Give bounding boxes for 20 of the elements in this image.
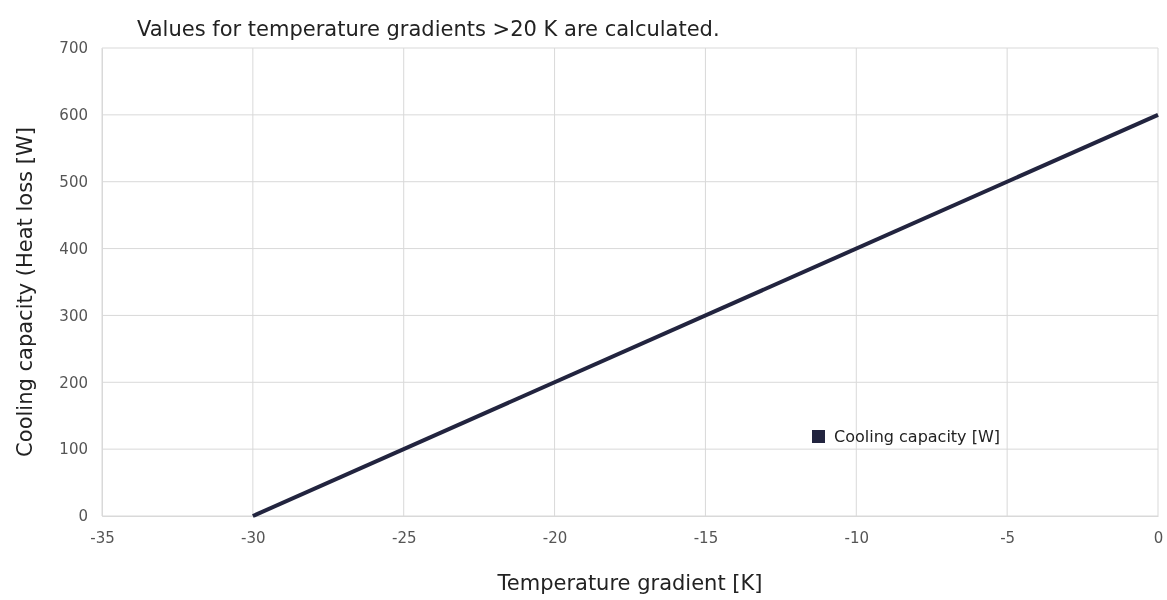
x-axis-title: Temperature gradient [K] [496,571,763,595]
y-tick-label: 300 [59,306,88,325]
x-tick-label: -25 [391,528,417,547]
y-tick-label: 200 [59,373,88,392]
legend-label: Cooling capacity [W] [834,427,1000,446]
x-tick-label: -10 [844,528,870,547]
y-tick-label: 500 [59,173,88,192]
x-tick-label: -15 [693,528,719,547]
x-tick-label: -30 [241,528,266,547]
x-tick-label: -20 [542,528,568,547]
x-tick-label: -35 [90,528,115,547]
y-axis-title: Cooling capacity (Heat loss [W] [13,127,37,457]
y-tick-label: 100 [59,440,88,459]
x-tick-label: 0 [1153,528,1164,547]
x-tick-label: -5 [1000,528,1016,547]
y-tick-label: 600 [59,106,88,125]
y-tick-label: 0 [78,507,88,526]
chart-title: Values for temperature gradients >20 K are calculated. [137,17,720,41]
y-tick-label: 700 [59,39,88,58]
y-tick-label: 400 [59,239,88,258]
